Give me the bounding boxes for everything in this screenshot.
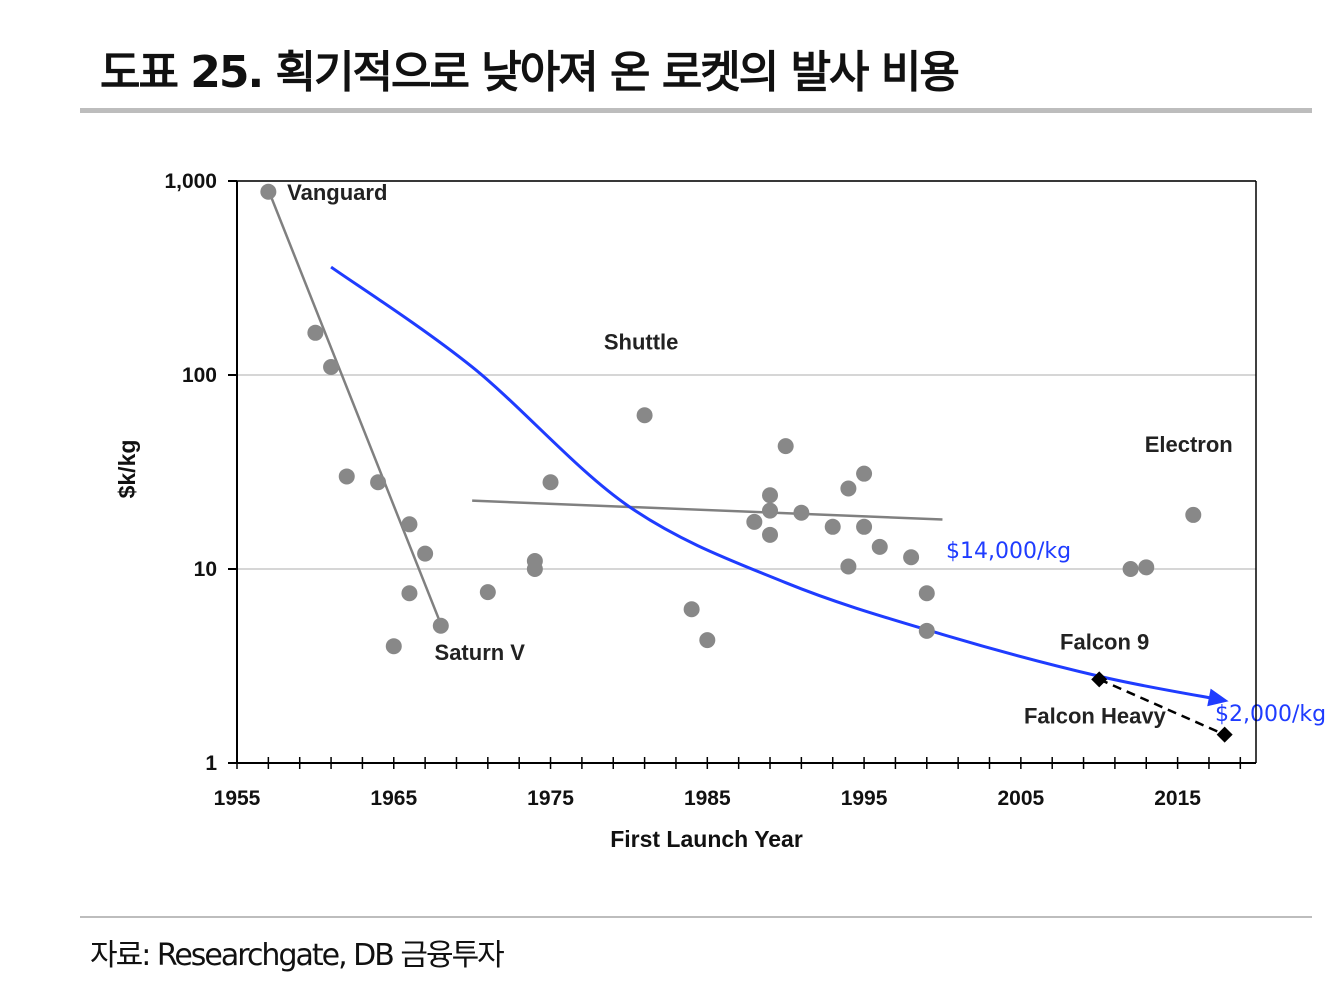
footer-divider [80,916,1312,918]
data-point [542,474,559,491]
fit-line [267,189,442,625]
data-point [762,526,779,543]
data-points [260,183,1202,655]
title-divider [80,108,1312,113]
falcon-dashed-line [1098,678,1226,736]
data-point [401,516,418,533]
data-point [699,632,716,649]
trend-label-mid: $14,000/kg [946,539,1071,564]
data-point [918,622,935,639]
annotation-label: Saturn V [435,640,526,665]
data-point [840,480,857,497]
data-point [824,518,841,535]
falcon-series [1091,671,1233,743]
data-point [1185,506,1202,523]
data-point [260,183,277,200]
x-axis-title: First Launch Year [610,826,803,852]
data-point [762,502,779,519]
data-point [856,465,873,482]
data-point [401,585,418,602]
y-tick-label: 1,000 [164,170,217,193]
fit-line [472,499,943,521]
y-axis-title: $k/kg [114,440,140,499]
x-tick-label: 2005 [997,787,1044,810]
x-tick-label: 1985 [684,787,731,810]
data-point [683,601,700,618]
x-tick-label: 1995 [841,787,888,810]
data-point [338,468,355,485]
data-point [871,538,888,555]
data-point [856,518,873,535]
annotation-label: Vanguard [287,180,387,205]
annotation-label: Shuttle [604,330,679,355]
fit-lines [267,189,943,625]
data-point [432,617,449,634]
data-point [636,407,653,424]
trend-layer: $14,000/kg $2,000/kg [330,265,1326,727]
y-tick-label: 10 [194,558,217,581]
falcon-marker [1091,671,1108,688]
data-point [385,638,402,655]
data-point [918,585,935,602]
data-point [903,549,920,566]
data-point [777,438,794,455]
data-point [323,358,340,375]
data-point [762,487,779,504]
axes: 1 10 100 1,000 1955 1965 1975 1985 1995 2005 2015 [164,170,1257,810]
trend-label-end: $2,000/kg [1215,702,1326,727]
data-point [1138,559,1155,576]
data-point [746,513,763,530]
x-tick-label: 1965 [370,787,417,810]
data-point [1122,561,1139,577]
data-point [370,474,387,491]
y-tick-label: 1 [205,752,217,775]
source-note: 자료: Researchgate, DB 금융투자 [90,938,505,973]
x-tick-label: 2015 [1154,787,1201,810]
chart-labels: First Launch Year $k/kg Vanguard Saturn V Sh… [114,180,1233,852]
page-title: 도표 25. 획기적으로 낮아져 온 로켓의 발사 비용 [100,47,960,98]
data-point [793,504,810,521]
data-point [417,545,434,562]
falcon-marker [1216,726,1233,743]
x-tick-label: 1955 [214,787,261,810]
data-point [526,561,543,577]
annotation-label: Falcon 9 [1060,629,1149,654]
y-tick-label: 100 [182,364,217,387]
annotation-label: Falcon Heavy [1024,703,1167,728]
trend-arrowhead [1207,688,1229,707]
x-tick-label: 1975 [527,787,574,810]
trend-curve [330,265,1225,702]
data-point [840,558,857,575]
data-point [479,584,496,601]
data-point [307,324,324,341]
annotation-label: Electron [1145,432,1233,457]
